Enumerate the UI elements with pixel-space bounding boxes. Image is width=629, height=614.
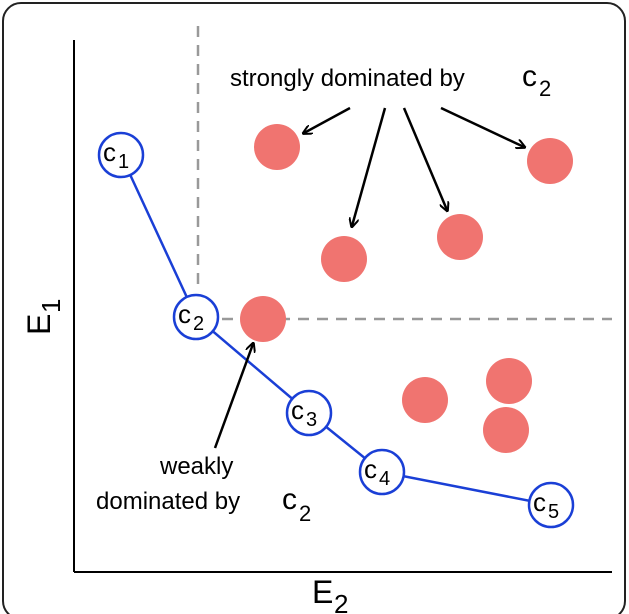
frontier-nodes: c 1 c 2 c 3 c 4 c 5 xyxy=(97,131,575,529)
frontier-node-c2: c 2 xyxy=(172,293,220,341)
x-axis-label: E 2 xyxy=(312,574,348,614)
weak-annotation-subscript: 2 xyxy=(299,501,311,526)
dominated-point xyxy=(240,296,286,342)
dominated-points xyxy=(240,124,573,453)
strong-annotation-letter: c xyxy=(522,60,537,93)
frontier-node-c3: c 3 xyxy=(285,389,333,437)
y-axis-label-subscript: 1 xyxy=(36,299,66,313)
weak-annotation-line2-text: dominated by xyxy=(96,488,240,515)
weak-annotation-line1: weakly xyxy=(159,453,233,480)
annotation-arrows xyxy=(213,106,524,449)
arrow xyxy=(402,107,447,210)
node-letter: c xyxy=(103,137,116,167)
arrow xyxy=(352,107,387,226)
x-axis-label-letter: E xyxy=(312,574,333,610)
arrow xyxy=(440,106,524,147)
y-axis-label: E 1 xyxy=(21,299,66,335)
weak-annotation: weakly dominated by c 2 xyxy=(96,453,311,526)
arrow xyxy=(304,106,351,133)
weak-annotation-letter: c xyxy=(282,483,297,516)
strong-annotation-subscript: 2 xyxy=(539,76,551,101)
dominated-point xyxy=(486,358,532,404)
dominated-point xyxy=(402,377,448,423)
x-axis-label-subscript: 2 xyxy=(334,589,348,614)
node-letter: c xyxy=(291,395,304,425)
arrow xyxy=(213,344,253,449)
frontier-node-c4: c 4 xyxy=(358,448,406,496)
dominated-point xyxy=(527,138,573,184)
node-subscript: 3 xyxy=(306,409,317,431)
node-letter: c xyxy=(178,299,191,329)
frontier-node-c1: c 1 xyxy=(97,131,145,179)
node-subscript: 1 xyxy=(118,151,129,173)
node-letter: c xyxy=(533,487,546,517)
node-subscript: 2 xyxy=(193,313,204,335)
node-subscript: 4 xyxy=(379,468,390,490)
node-subscript: 5 xyxy=(548,501,559,523)
strong-annotation-text: strongly dominated by xyxy=(230,65,465,92)
y-axis-label-letter: E xyxy=(21,314,57,335)
dominated-point xyxy=(321,236,367,282)
dominated-point xyxy=(483,407,529,453)
node-letter: c xyxy=(364,454,377,484)
dominated-point xyxy=(437,214,483,260)
strong-annotation: strongly dominated by c 2 xyxy=(230,60,551,101)
frontier-node-c5: c 5 xyxy=(527,481,575,529)
dominated-point xyxy=(254,124,300,170)
